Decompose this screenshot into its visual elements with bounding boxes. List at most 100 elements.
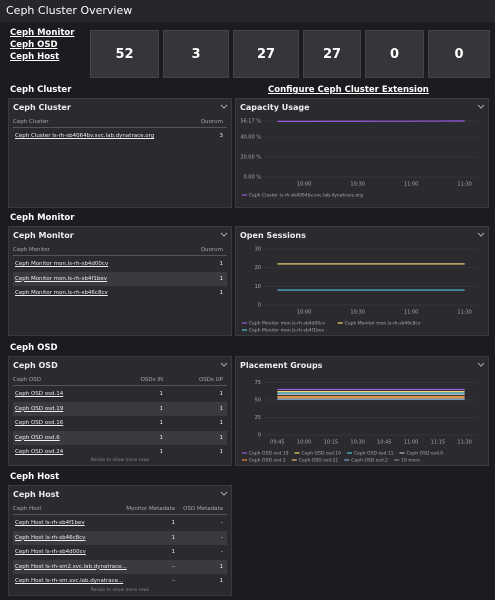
menu-chevron[interactable] bbox=[220, 491, 228, 497]
y-tick-label: 20.00 % bbox=[240, 155, 261, 161]
table-row bbox=[13, 559, 227, 574]
chart-panel: Open Sessions 0 10 20 30 10:00 10:30 11:00 11:30… bbox=[235, 226, 489, 336]
row-link[interactable]: Ceph Monitor mon.ls-rh-sb4f1bev bbox=[15, 275, 107, 282]
section-title: Ceph Monitor bbox=[10, 213, 75, 223]
legend-entry: Ceph OSD osd.0 bbox=[407, 451, 444, 457]
cell: – bbox=[172, 563, 175, 570]
cell: 1 bbox=[219, 449, 224, 455]
cell: 1 bbox=[171, 549, 176, 555]
panel-title: Ceph OSD bbox=[13, 361, 58, 370]
legend-entry: Ceph Monitor mon.ls-rh-sb4d00cv bbox=[249, 321, 326, 327]
section-title: Ceph OSD bbox=[10, 343, 58, 353]
section-link[interactable]: Configure Ceph Cluster Extension bbox=[268, 85, 429, 95]
nav-link[interactable]: Ceph Monitor bbox=[10, 28, 75, 38]
y-tick-label: 0 bbox=[258, 303, 261, 309]
tile: 27 bbox=[303, 30, 361, 78]
chevron bbox=[220, 362, 228, 367]
legend-entry: Ceph Monitor mon.ls-rh-sb4f1bev bbox=[249, 328, 325, 334]
menu-chevron[interactable] bbox=[477, 232, 485, 238]
cell: 1 bbox=[159, 420, 164, 426]
page-title: Ceph Cluster Overview bbox=[6, 4, 133, 17]
section-title: Ceph Cluster bbox=[10, 85, 72, 95]
row-link[interactable]: Ceph OSD osd.24 bbox=[15, 449, 64, 455]
column-header: OSDs UP bbox=[198, 377, 223, 383]
panel-title: Placement Groups bbox=[240, 361, 323, 370]
chevron bbox=[220, 491, 228, 496]
cell: 1 bbox=[159, 391, 164, 397]
x-tick-label: 10:30 bbox=[350, 182, 364, 188]
cell: 1 bbox=[159, 405, 164, 412]
row-link[interactable]: Ceph OSD osd.6 bbox=[15, 434, 60, 441]
cell: - bbox=[221, 549, 223, 555]
row-link[interactable]: Ceph Host ls-rh-sb4f1bev bbox=[15, 520, 85, 526]
menu-chevron[interactable] bbox=[220, 104, 228, 110]
chart: 0 25 50 75 09:45 10:00 10:15 10:30 10:45 11:00 11:… bbox=[242, 380, 478, 464]
top-bar bbox=[0, 0, 495, 22]
cell: 1 bbox=[219, 405, 224, 412]
chart-panel: Placement Groups 0 25 50 75 09:45 10:00 10:15 10… bbox=[235, 356, 489, 466]
cell: 1 bbox=[159, 449, 164, 455]
row-link[interactable]: Ceph OSD osd.16 bbox=[15, 420, 64, 426]
panel-title: Ceph Cluster bbox=[13, 103, 71, 112]
menu-chevron[interactable] bbox=[477, 104, 485, 110]
section-title: Ceph Host bbox=[10, 472, 60, 482]
chart: 0.00 % 20.00 % 40.00 % 56.17 % 10:00 10:30 11:… bbox=[240, 119, 478, 199]
x-tick-label: 10:30 bbox=[350, 310, 364, 316]
x-tick-label: 10:00 bbox=[297, 440, 311, 446]
legend-entry: Ceph OSD osd.16 bbox=[302, 451, 342, 457]
menu-chevron[interactable] bbox=[477, 362, 485, 368]
x-tick-label: 10:30 bbox=[350, 440, 364, 446]
menu-chevron[interactable] bbox=[220, 362, 228, 368]
legend-more: 10 more bbox=[401, 458, 420, 464]
table-row bbox=[13, 401, 227, 416]
x-tick-label: 10:15 bbox=[324, 440, 338, 446]
column-header: Ceph OSD bbox=[13, 377, 42, 383]
table-row bbox=[13, 430, 227, 445]
legend-entry: Ceph OSD osd.19 bbox=[249, 451, 289, 457]
y-tick-label: 0.00 % bbox=[244, 175, 262, 181]
table-header-row bbox=[13, 246, 227, 256]
y-tick-label: 75 bbox=[255, 380, 261, 386]
row-link[interactable]: Ceph Host ls-rh-sb4d00cv bbox=[15, 549, 86, 555]
legend-entry: Ceph Monitor mon.ls-rh-sb46c8cv bbox=[345, 321, 421, 327]
column-header: Ceph Cluster bbox=[13, 119, 49, 125]
x-tick-label: 11:15 bbox=[431, 440, 445, 446]
cell: 1 bbox=[219, 275, 224, 282]
row-link[interactable]: Ceph Host ls-rh-sm.svc.lab.dynatrace... bbox=[15, 578, 124, 584]
table-panel: Ceph Host Ceph Host Monitor Metadata OSD Me… bbox=[8, 485, 232, 596]
cell: 1 bbox=[219, 434, 224, 441]
tile: 0 bbox=[365, 30, 424, 78]
nav-link[interactable]: Ceph OSD bbox=[10, 40, 58, 50]
x-tick-label: 11:30 bbox=[457, 310, 471, 316]
tile: 52 bbox=[90, 30, 159, 78]
y-tick-label: 25 bbox=[255, 415, 261, 421]
table-row bbox=[13, 271, 227, 286]
row-link[interactable]: Ceph Host ls-rh-sm2.svc.lab.dynatrace... bbox=[15, 563, 127, 570]
row-link[interactable]: Ceph Host ls-rh-sb46c8cv bbox=[15, 534, 86, 541]
row-link[interactable]: Ceph Monitor mon.ls-rh-sb4d00cv bbox=[15, 261, 109, 267]
cell: - bbox=[221, 534, 223, 541]
nav-link[interactable]: Ceph Host bbox=[10, 52, 60, 62]
x-tick-label: 10:00 bbox=[297, 310, 311, 316]
table-row bbox=[13, 530, 227, 545]
y-tick-label: 0 bbox=[258, 433, 261, 439]
cell: 1 bbox=[219, 578, 224, 584]
panel-title: Ceph Monitor bbox=[13, 231, 74, 240]
cell: 3 bbox=[219, 133, 224, 139]
x-tick-label: 11:30 bbox=[457, 440, 471, 446]
menu-chevron[interactable] bbox=[220, 232, 228, 238]
chevron bbox=[477, 362, 485, 367]
cell: 1 bbox=[171, 520, 176, 526]
table-panel: Ceph Monitor Ceph Monitor Quorum Ceph Monit… bbox=[8, 226, 232, 336]
legend-entry: Ceph OSD osd.11 bbox=[354, 451, 394, 457]
table-panel: Ceph OSD Ceph OSD OSDs IN OSDs UP Ceph OSD o… bbox=[8, 356, 232, 466]
cell: 1 bbox=[219, 420, 224, 426]
column-header: Quorum bbox=[200, 247, 223, 253]
chevron bbox=[477, 104, 485, 109]
row-link[interactable]: Ceph Monitor mon.ls-rh-sb46c8cv bbox=[15, 290, 108, 296]
row-link[interactable]: Ceph OSD osd.14 bbox=[15, 391, 64, 397]
table-header-row bbox=[13, 376, 227, 386]
row-link[interactable]: Ceph Cluster ls-rh-sb4064bv.svc.lab.dyna… bbox=[15, 133, 155, 139]
row-link[interactable]: Ceph OSD osd.19 bbox=[15, 405, 64, 412]
